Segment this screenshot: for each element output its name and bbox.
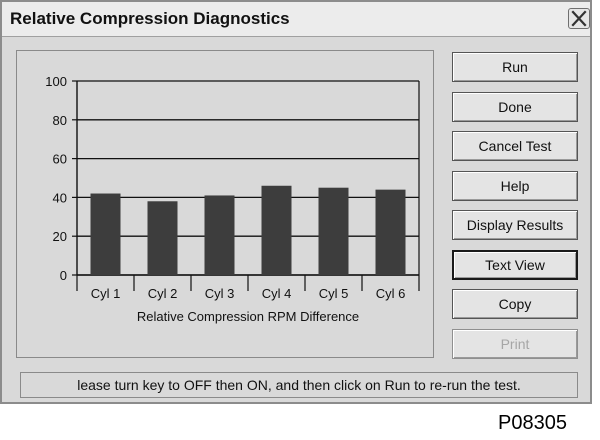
help-button[interactable]: Help bbox=[452, 171, 578, 201]
x-tick-label: Cyl 1 bbox=[91, 286, 121, 301]
bar-cyl-4 bbox=[261, 185, 292, 275]
x-axis-label: Relative Compression RPM Difference bbox=[137, 309, 359, 324]
print-button: Print bbox=[452, 329, 578, 359]
close-icon bbox=[571, 10, 587, 27]
x-tick-label: Cyl 4 bbox=[262, 286, 292, 301]
close-button[interactable] bbox=[568, 8, 590, 29]
x-tick-label: Cyl 3 bbox=[205, 286, 235, 301]
chart-panel: 0 20 40 60 80 100 Cyl 1 Cyl 2 Cyl 3 Cyl 4 Cyl 5 Cyl… bbox=[16, 50, 434, 358]
copy-button[interactable]: Copy bbox=[452, 289, 578, 319]
window-title: Relative Compression Diagnostics bbox=[10, 9, 290, 28]
compression-diagnostics-dialog: Relative Compression Diagnostics 0 20 40 60… bbox=[0, 0, 592, 404]
bar-cyl-1 bbox=[90, 193, 121, 275]
figure-reference: P08305 bbox=[498, 412, 567, 434]
x-tick-label: Cyl 2 bbox=[148, 286, 178, 301]
title-bar: Relative Compression Diagnostics bbox=[2, 2, 590, 37]
run-button[interactable]: Run bbox=[452, 52, 578, 82]
y-tick-label: 60 bbox=[53, 152, 67, 167]
done-button[interactable]: Done bbox=[452, 92, 578, 122]
text-view-button[interactable]: Text View bbox=[452, 250, 578, 280]
status-bar: lease turn key to OFF then ON, and then … bbox=[20, 372, 578, 398]
display-results-button[interactable]: Display Results bbox=[452, 210, 578, 240]
y-tick-label: 20 bbox=[53, 229, 67, 244]
y-tick-label: 0 bbox=[60, 268, 67, 283]
cancel-test-button[interactable]: Cancel Test bbox=[452, 131, 578, 161]
x-tick-label: Cyl 5 bbox=[319, 286, 349, 301]
y-tick-label: 40 bbox=[53, 190, 67, 205]
y-tick-label: 80 bbox=[53, 113, 67, 128]
y-tick-label: 100 bbox=[45, 74, 67, 89]
bar-cyl-3 bbox=[204, 195, 235, 275]
x-tick-label: Cyl 6 bbox=[376, 286, 406, 301]
bar-cyl-2 bbox=[147, 201, 178, 275]
status-message: lease turn key to OFF then ON, and then … bbox=[77, 377, 521, 393]
bar-chart: 0 20 40 60 80 100 Cyl 1 Cyl 2 Cyl 3 Cyl 4 Cyl 5 Cyl… bbox=[45, 74, 420, 324]
bar-cyl-6 bbox=[375, 189, 406, 275]
bar-cyl-5 bbox=[318, 187, 349, 275]
